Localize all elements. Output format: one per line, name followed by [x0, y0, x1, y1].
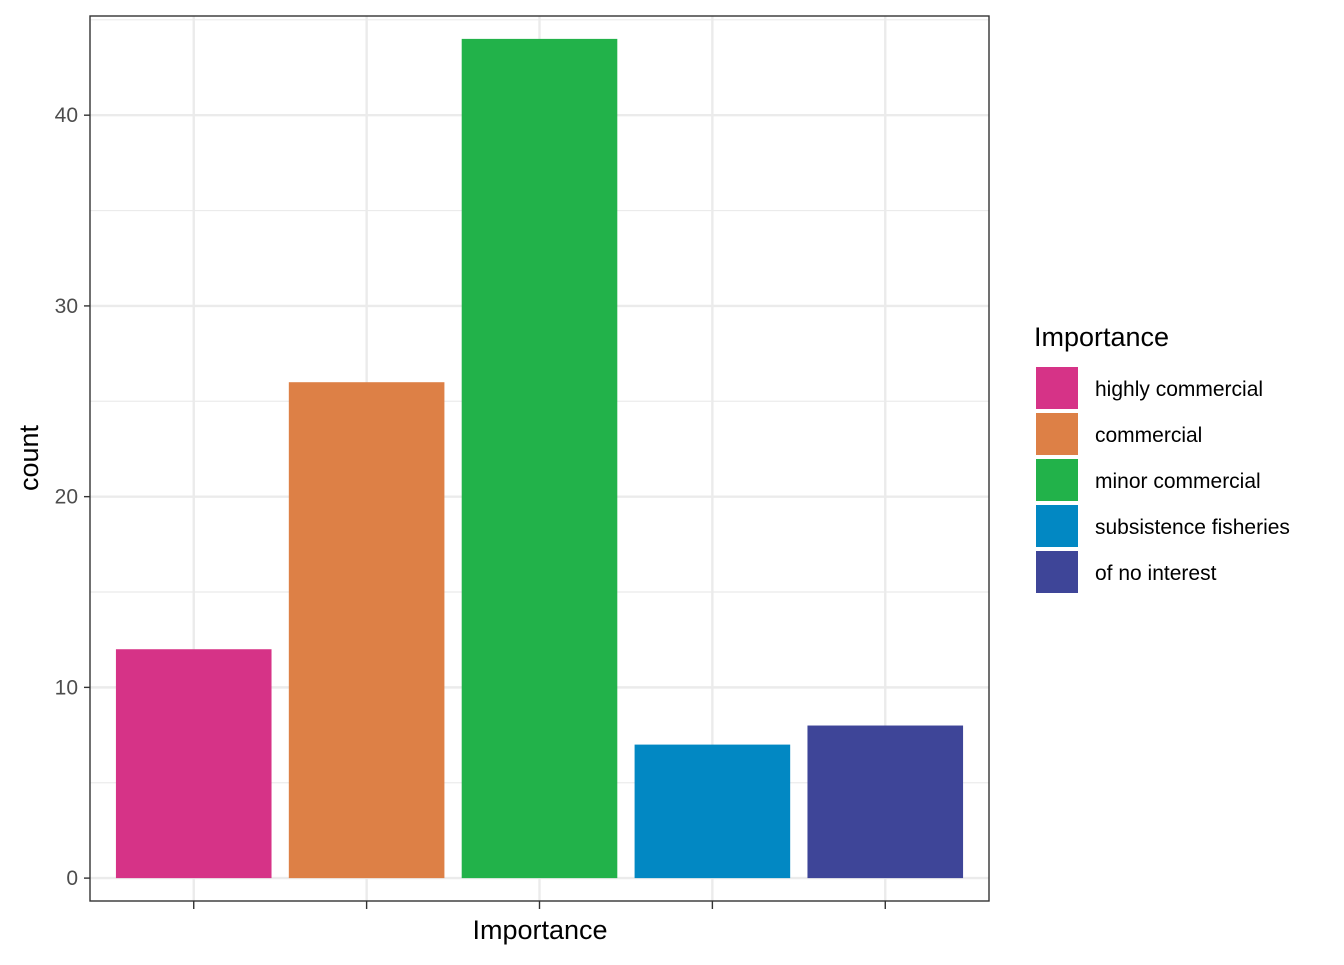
legend-items: highly commercial commercial minor commerc…: [1036, 367, 1290, 593]
legend-key: [1036, 505, 1078, 547]
bar: [115, 649, 272, 879]
legend-title: Importance: [1034, 322, 1169, 352]
bar: [288, 382, 445, 879]
bar: [634, 744, 791, 879]
legend-key: [1036, 459, 1078, 501]
bar: [461, 38, 618, 879]
y-tick-label: 0: [66, 867, 78, 890]
y-tick-label: 20: [55, 486, 78, 509]
legend-key: [1036, 551, 1078, 593]
legend-label: commercial: [1095, 424, 1202, 447]
bars: [115, 38, 964, 879]
legend-label: highly commercial: [1095, 378, 1263, 401]
x-axis-title: Importance: [472, 915, 607, 945]
y-tick-label: 30: [55, 295, 78, 318]
legend-key: [1036, 413, 1078, 455]
legend-label: minor commercial: [1095, 470, 1261, 493]
y-axis-title: count: [14, 424, 44, 491]
legend-key: [1036, 367, 1078, 409]
legend: Importance highly commercial commercial mi…: [1034, 322, 1290, 593]
legend-label: subsistence fisheries: [1095, 516, 1290, 539]
axes: 0 10 20 30 40: [55, 104, 886, 909]
legend-label: of no interest: [1095, 562, 1217, 585]
y-tick-label: 10: [55, 676, 78, 699]
bar: [807, 725, 964, 879]
y-tick-label: 40: [55, 104, 78, 127]
